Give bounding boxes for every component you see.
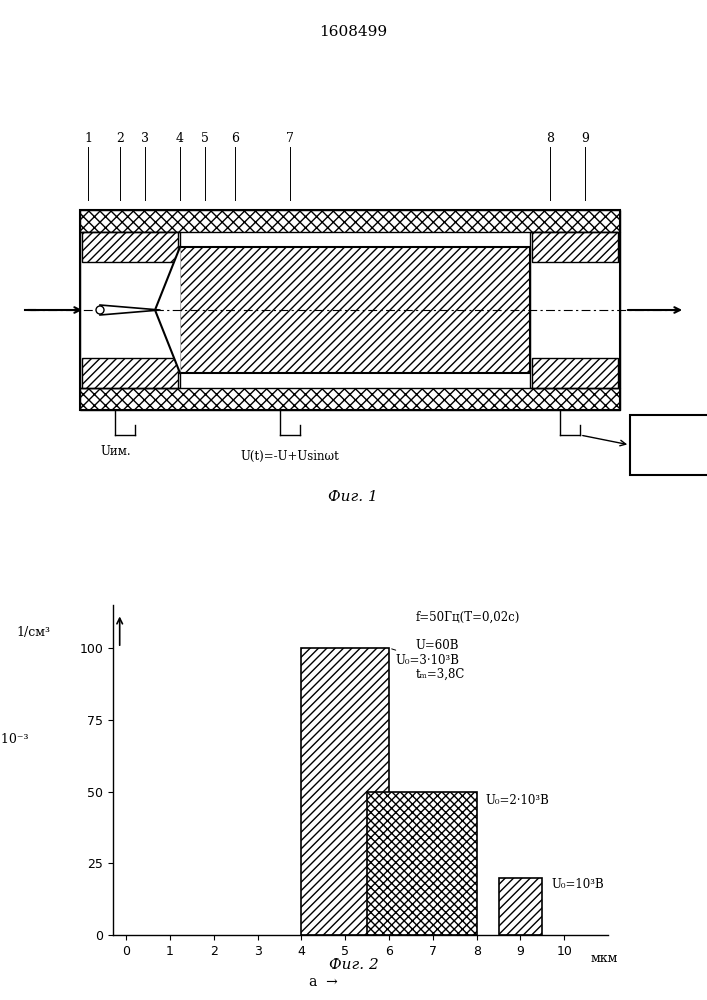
Bar xyxy=(82,358,178,388)
Bar xyxy=(80,388,620,410)
Bar xyxy=(630,415,707,475)
Text: 10: 10 xyxy=(662,436,683,454)
Text: 1: 1 xyxy=(84,132,92,145)
Bar xyxy=(530,232,620,388)
Bar xyxy=(532,232,618,262)
Circle shape xyxy=(96,306,104,314)
Text: Фиг. 2: Фиг. 2 xyxy=(329,958,378,972)
Text: a  →: a → xyxy=(309,975,338,989)
Text: Фиг. 1: Фиг. 1 xyxy=(328,490,378,504)
Polygon shape xyxy=(100,305,160,315)
Bar xyxy=(498,878,542,935)
Bar xyxy=(180,247,530,373)
Bar xyxy=(82,232,178,262)
Text: U₀=2·10³В: U₀=2·10³В xyxy=(486,794,549,807)
Bar xyxy=(80,210,620,410)
Bar xyxy=(80,232,180,388)
Bar xyxy=(532,358,618,388)
Bar xyxy=(301,648,389,935)
Text: 8: 8 xyxy=(546,132,554,145)
Text: 3: 3 xyxy=(141,132,149,145)
Text: 4: 4 xyxy=(176,132,184,145)
Text: 2: 2 xyxy=(116,132,124,145)
Text: U₀=10³В: U₀=10³В xyxy=(551,878,604,891)
Text: N·10⁻³: N·10⁻³ xyxy=(0,733,28,746)
Text: U(t)=-U+Usinωt: U(t)=-U+Usinωt xyxy=(240,450,339,463)
Text: U₀=3·10³В: U₀=3·10³В xyxy=(392,649,460,667)
Text: 1608499: 1608499 xyxy=(319,25,387,39)
Text: мкм: мкм xyxy=(590,952,618,965)
Text: Uим.: Uим. xyxy=(100,445,131,458)
Text: U=60В: U=60В xyxy=(415,639,459,652)
Text: 5: 5 xyxy=(201,132,209,145)
Bar xyxy=(367,792,477,935)
Text: f=50Гц(T=0,02c): f=50Гц(T=0,02c) xyxy=(415,611,520,624)
Text: 7: 7 xyxy=(286,132,294,145)
Text: 6: 6 xyxy=(231,132,239,145)
Text: tₘ=3,8C: tₘ=3,8C xyxy=(415,668,464,681)
Polygon shape xyxy=(155,247,180,373)
Text: 1/см³: 1/см³ xyxy=(17,626,51,639)
Text: 9: 9 xyxy=(581,132,589,145)
Bar xyxy=(80,210,620,232)
